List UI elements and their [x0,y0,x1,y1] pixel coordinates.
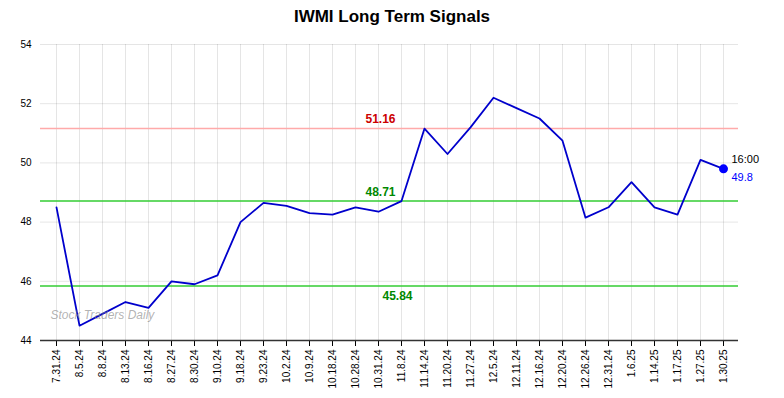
svg-text:10.9.24: 10.9.24 [304,349,315,383]
svg-text:12.11.24: 12.11.24 [511,349,522,388]
svg-text:9.10.24: 9.10.24 [212,349,223,383]
svg-text:46: 46 [20,276,32,287]
svg-text:10.31.24: 10.31.24 [373,349,384,388]
svg-text:45.84: 45.84 [383,289,413,303]
svg-text:1.30.25: 1.30.25 [718,349,729,383]
svg-text:11.20.24: 11.20.24 [442,349,453,388]
svg-text:8.27.24: 8.27.24 [166,349,177,383]
svg-text:50: 50 [20,157,32,168]
svg-text:12.20.24: 12.20.24 [557,349,568,388]
svg-text:48.71: 48.71 [365,185,395,199]
svg-text:Stock Traders Daily: Stock Traders Daily [51,308,156,322]
svg-text:48: 48 [20,216,32,227]
svg-text:8.8.24: 8.8.24 [97,349,108,377]
svg-text:1.14.25: 1.14.25 [649,349,660,383]
svg-text:1.6.25: 1.6.25 [626,349,637,377]
svg-text:9.23.24: 9.23.24 [258,349,269,383]
svg-text:12.26.24: 12.26.24 [580,349,591,388]
svg-text:12.5.24: 12.5.24 [488,349,499,383]
svg-text:8.30.24: 8.30.24 [189,349,200,383]
svg-text:11.14.24: 11.14.24 [419,349,430,388]
svg-text:10.2.24: 10.2.24 [281,349,292,383]
svg-text:16:00: 16:00 [732,153,760,165]
svg-text:7.31.24: 7.31.24 [51,349,62,383]
svg-text:8.16.24: 8.16.24 [143,349,154,383]
svg-text:49.8: 49.8 [732,171,753,183]
svg-text:51.16: 51.16 [365,112,395,126]
html-text:IWMI Long Term Signals: IWMI Long Term Signals [293,7,491,26]
svg-text:9.18.24: 9.18.24 [235,349,246,383]
svg-text:44: 44 [20,335,32,346]
svg-text:10.18.24: 10.18.24 [327,349,338,388]
svg-text:12.16.24: 12.16.24 [534,349,545,388]
svg-text:8.13.24: 8.13.24 [120,349,131,383]
svg-text:8.5.24: 8.5.24 [74,349,85,377]
svg-text:54: 54 [20,39,32,50]
svg-text:52: 52 [20,98,32,109]
svg-text:11.27.24: 11.27.24 [465,349,476,388]
svg-text:11.8.24: 11.8.24 [396,349,407,382]
svg-text:12.31.24: 12.31.24 [603,349,614,388]
svg-text:1.17.25: 1.17.25 [672,349,683,383]
svg-text:10.28.24: 10.28.24 [350,349,361,388]
svg-text:1.27.25: 1.27.25 [695,349,706,383]
